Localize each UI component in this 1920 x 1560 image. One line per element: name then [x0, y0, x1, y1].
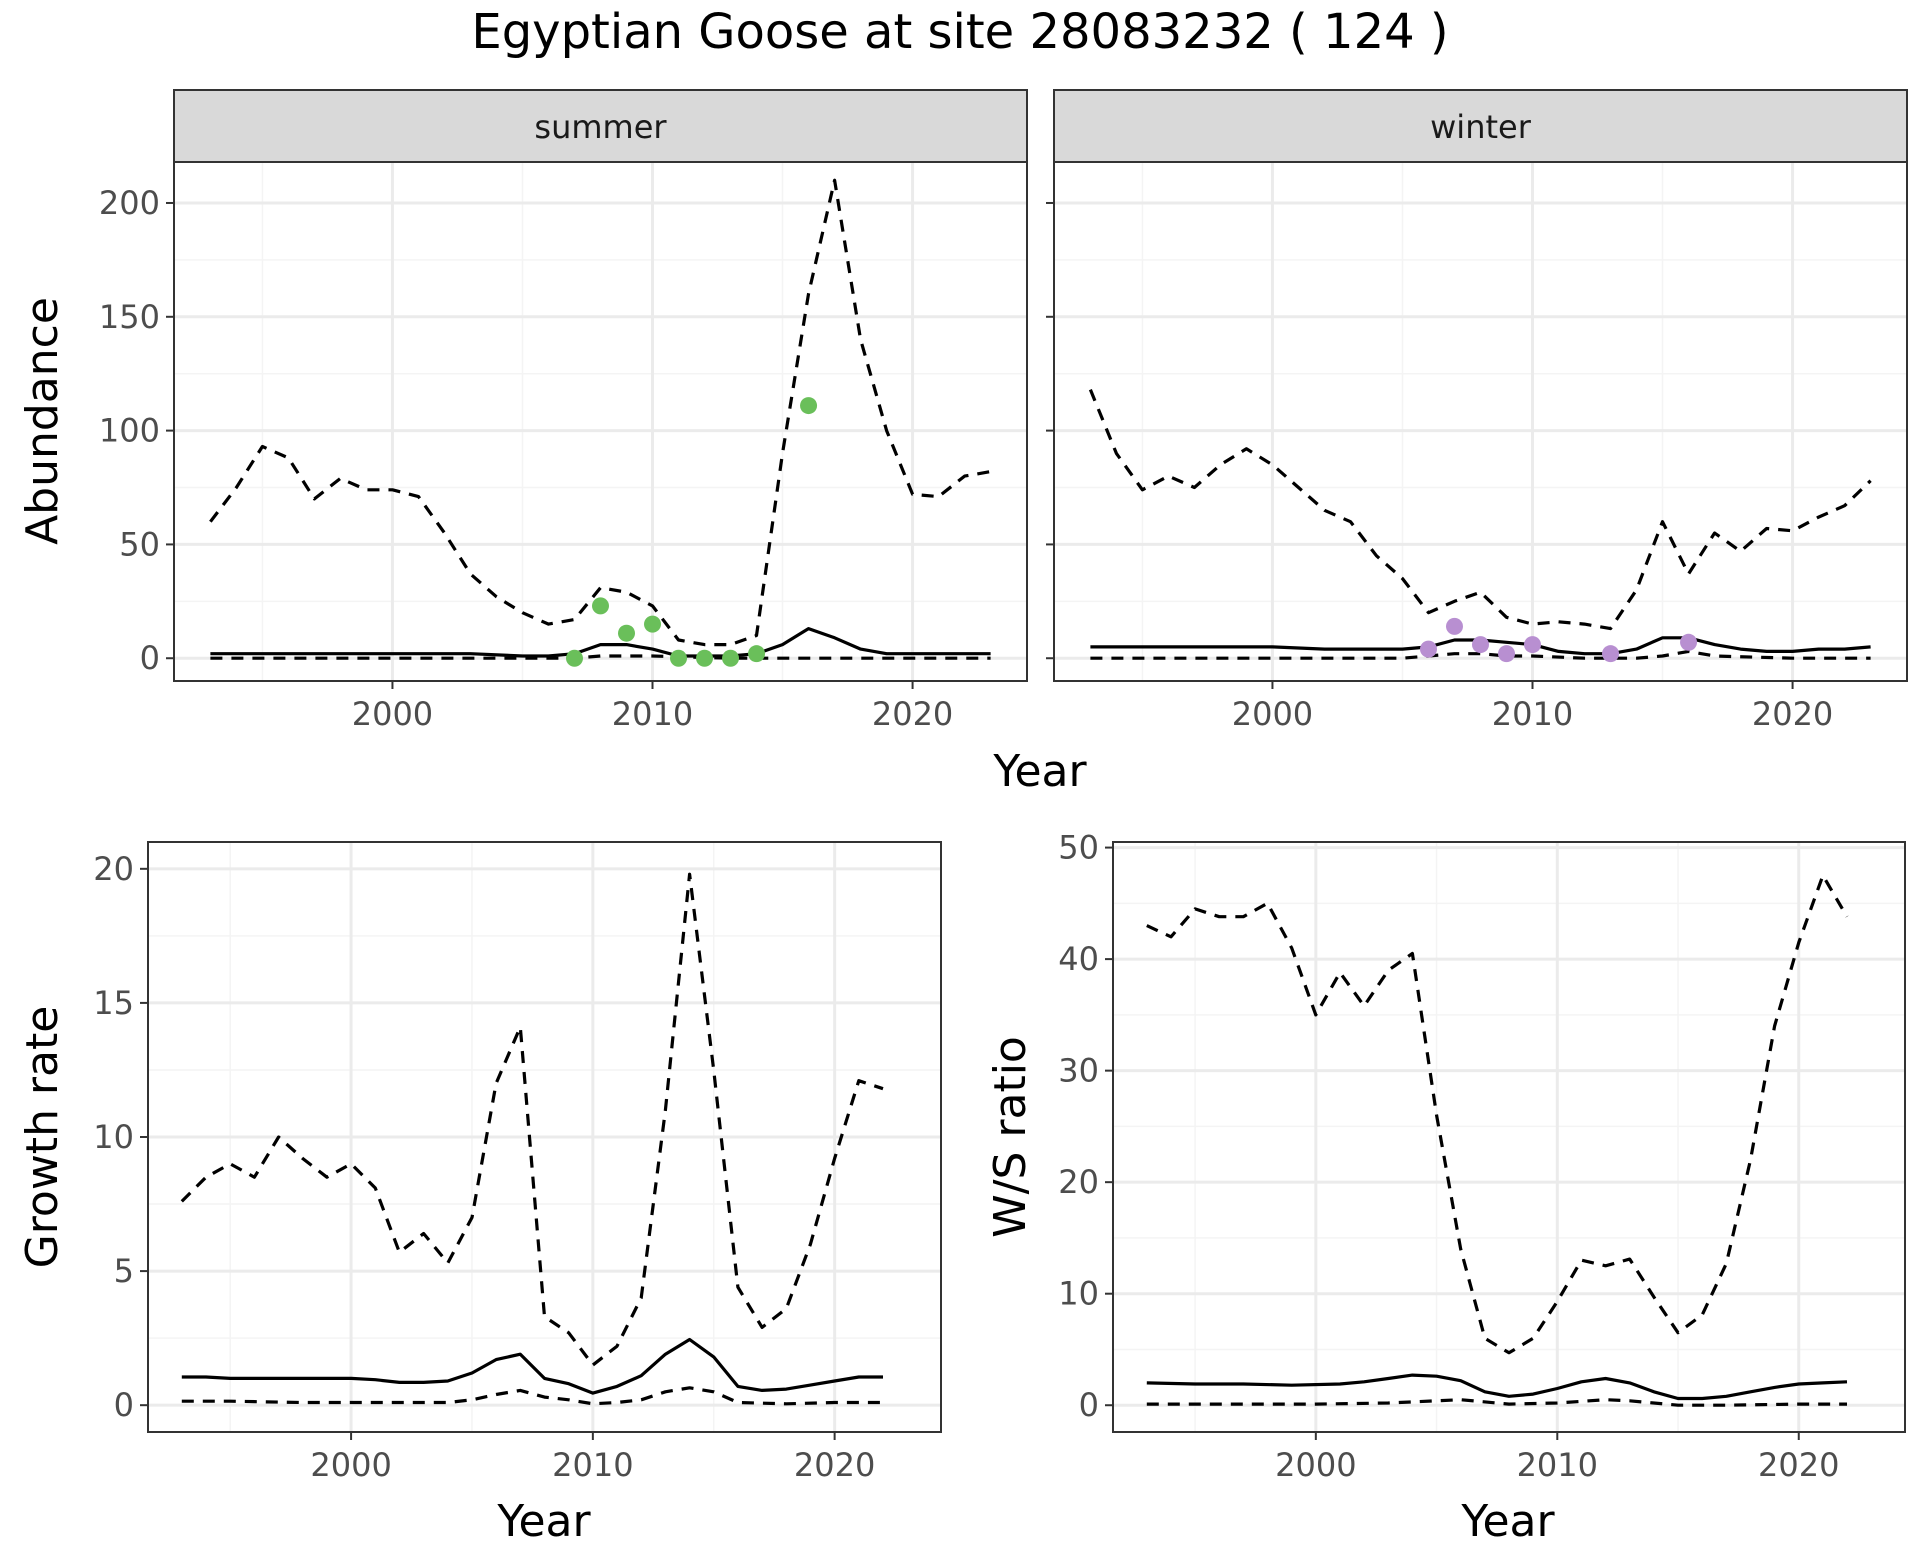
y-tick-label: 0: [140, 639, 160, 677]
strip-background: [1053, 89, 1908, 163]
y-tick-label: 15: [93, 984, 134, 1022]
data-point: [618, 624, 636, 642]
y-tick-label: 20: [93, 850, 134, 888]
y-tick-label: 200: [99, 184, 160, 222]
strip-label-summer: summer: [534, 108, 667, 146]
panel-border: [173, 161, 1028, 682]
y-tick-label: 0: [1079, 1386, 1099, 1424]
data-point: [670, 649, 688, 667]
x-axis-title-growth: Year: [496, 1496, 591, 1547]
data-point: [1472, 636, 1489, 654]
main-title: Egyptian Goose at site 28083232 ( 124 ): [471, 4, 1448, 60]
panel-abundance-winter: winter 2000 2010 2020: [1046, 89, 1908, 733]
series-line-lower: [181, 1386, 883, 1406]
series-line-lower: [210, 654, 991, 660]
data-point: [722, 649, 740, 667]
y-tick-label: 40: [1058, 940, 1099, 978]
y-axis-title: W/S ratio: [985, 1036, 1036, 1238]
data-point: [644, 615, 662, 633]
panel-border: [1112, 841, 1906, 1433]
x-tick-label: 2020: [1752, 695, 1833, 733]
y-tick-label: 30: [1058, 1052, 1099, 1090]
data-point: [1602, 645, 1620, 663]
x-axis-title-ws: Year: [1460, 1496, 1555, 1547]
y-tick-label: 5: [114, 1252, 134, 1290]
x-tick-label: 2000: [352, 695, 433, 733]
x-tick-label: 2010: [1517, 1446, 1598, 1484]
y-tick-label: 50: [1058, 829, 1099, 867]
y-tick-label: 10: [93, 1118, 134, 1156]
y-tick-label: 50: [119, 525, 160, 563]
x-tick-label: 2000: [1232, 695, 1313, 733]
panel-abundance-summer: summer 0 50 100 150 200 2000 2010 2020 Abundance: [17, 89, 1028, 733]
series-line-upper: [1146, 873, 1849, 1355]
data-point: [1445, 617, 1463, 635]
data-point: [592, 597, 609, 615]
series-line-lower: [1090, 649, 1871, 660]
data-point: [696, 649, 714, 667]
series-line-mean: [1146, 1373, 1848, 1401]
panel-border: [1053, 161, 1908, 682]
data-point: [1680, 633, 1698, 651]
x-axis-title-top: Year: [992, 746, 1087, 797]
strip-label-winter: winter: [1430, 108, 1532, 146]
strip-background: [173, 89, 1028, 163]
y-tick-label: 20: [1058, 1163, 1099, 1201]
series-line-mean: [1090, 636, 1871, 656]
x-tick-label: 2010: [612, 695, 693, 733]
x-tick-label: 2000: [1275, 1446, 1356, 1484]
series-line-mean: [181, 1337, 883, 1395]
data-point: [1419, 640, 1437, 658]
data-point: [748, 645, 766, 663]
data-point: [800, 397, 818, 415]
x-tick-label: 2010: [552, 1446, 633, 1484]
panel-ws-ratio: Year 0 10 20 30 40 50 2000 2010 2020 W/S ratio: [985, 829, 1906, 1547]
panel-growth-rate: Year 0 5 10 15 20 2000 2010 2020 Growth rate: [17, 841, 942, 1547]
data-point: [1498, 645, 1516, 663]
x-tick-label: 2020: [1758, 1446, 1839, 1484]
y-axis-title: Growth rate: [17, 1006, 68, 1269]
y-tick-label: 100: [99, 412, 160, 450]
x-tick-label: 2020: [872, 695, 953, 733]
data-point: [1524, 636, 1542, 654]
y-tick-label: 10: [1058, 1275, 1099, 1313]
y-tick-label: 0: [114, 1386, 134, 1424]
y-tick-label: 150: [99, 298, 160, 336]
x-tick-label: 2010: [1492, 695, 1573, 733]
x-tick-label: 2000: [310, 1446, 391, 1484]
series-line-lower: [1146, 1398, 1847, 1407]
data-point: [565, 649, 583, 667]
y-axis-title: Abundance: [17, 297, 68, 545]
x-tick-label: 2020: [794, 1446, 875, 1484]
